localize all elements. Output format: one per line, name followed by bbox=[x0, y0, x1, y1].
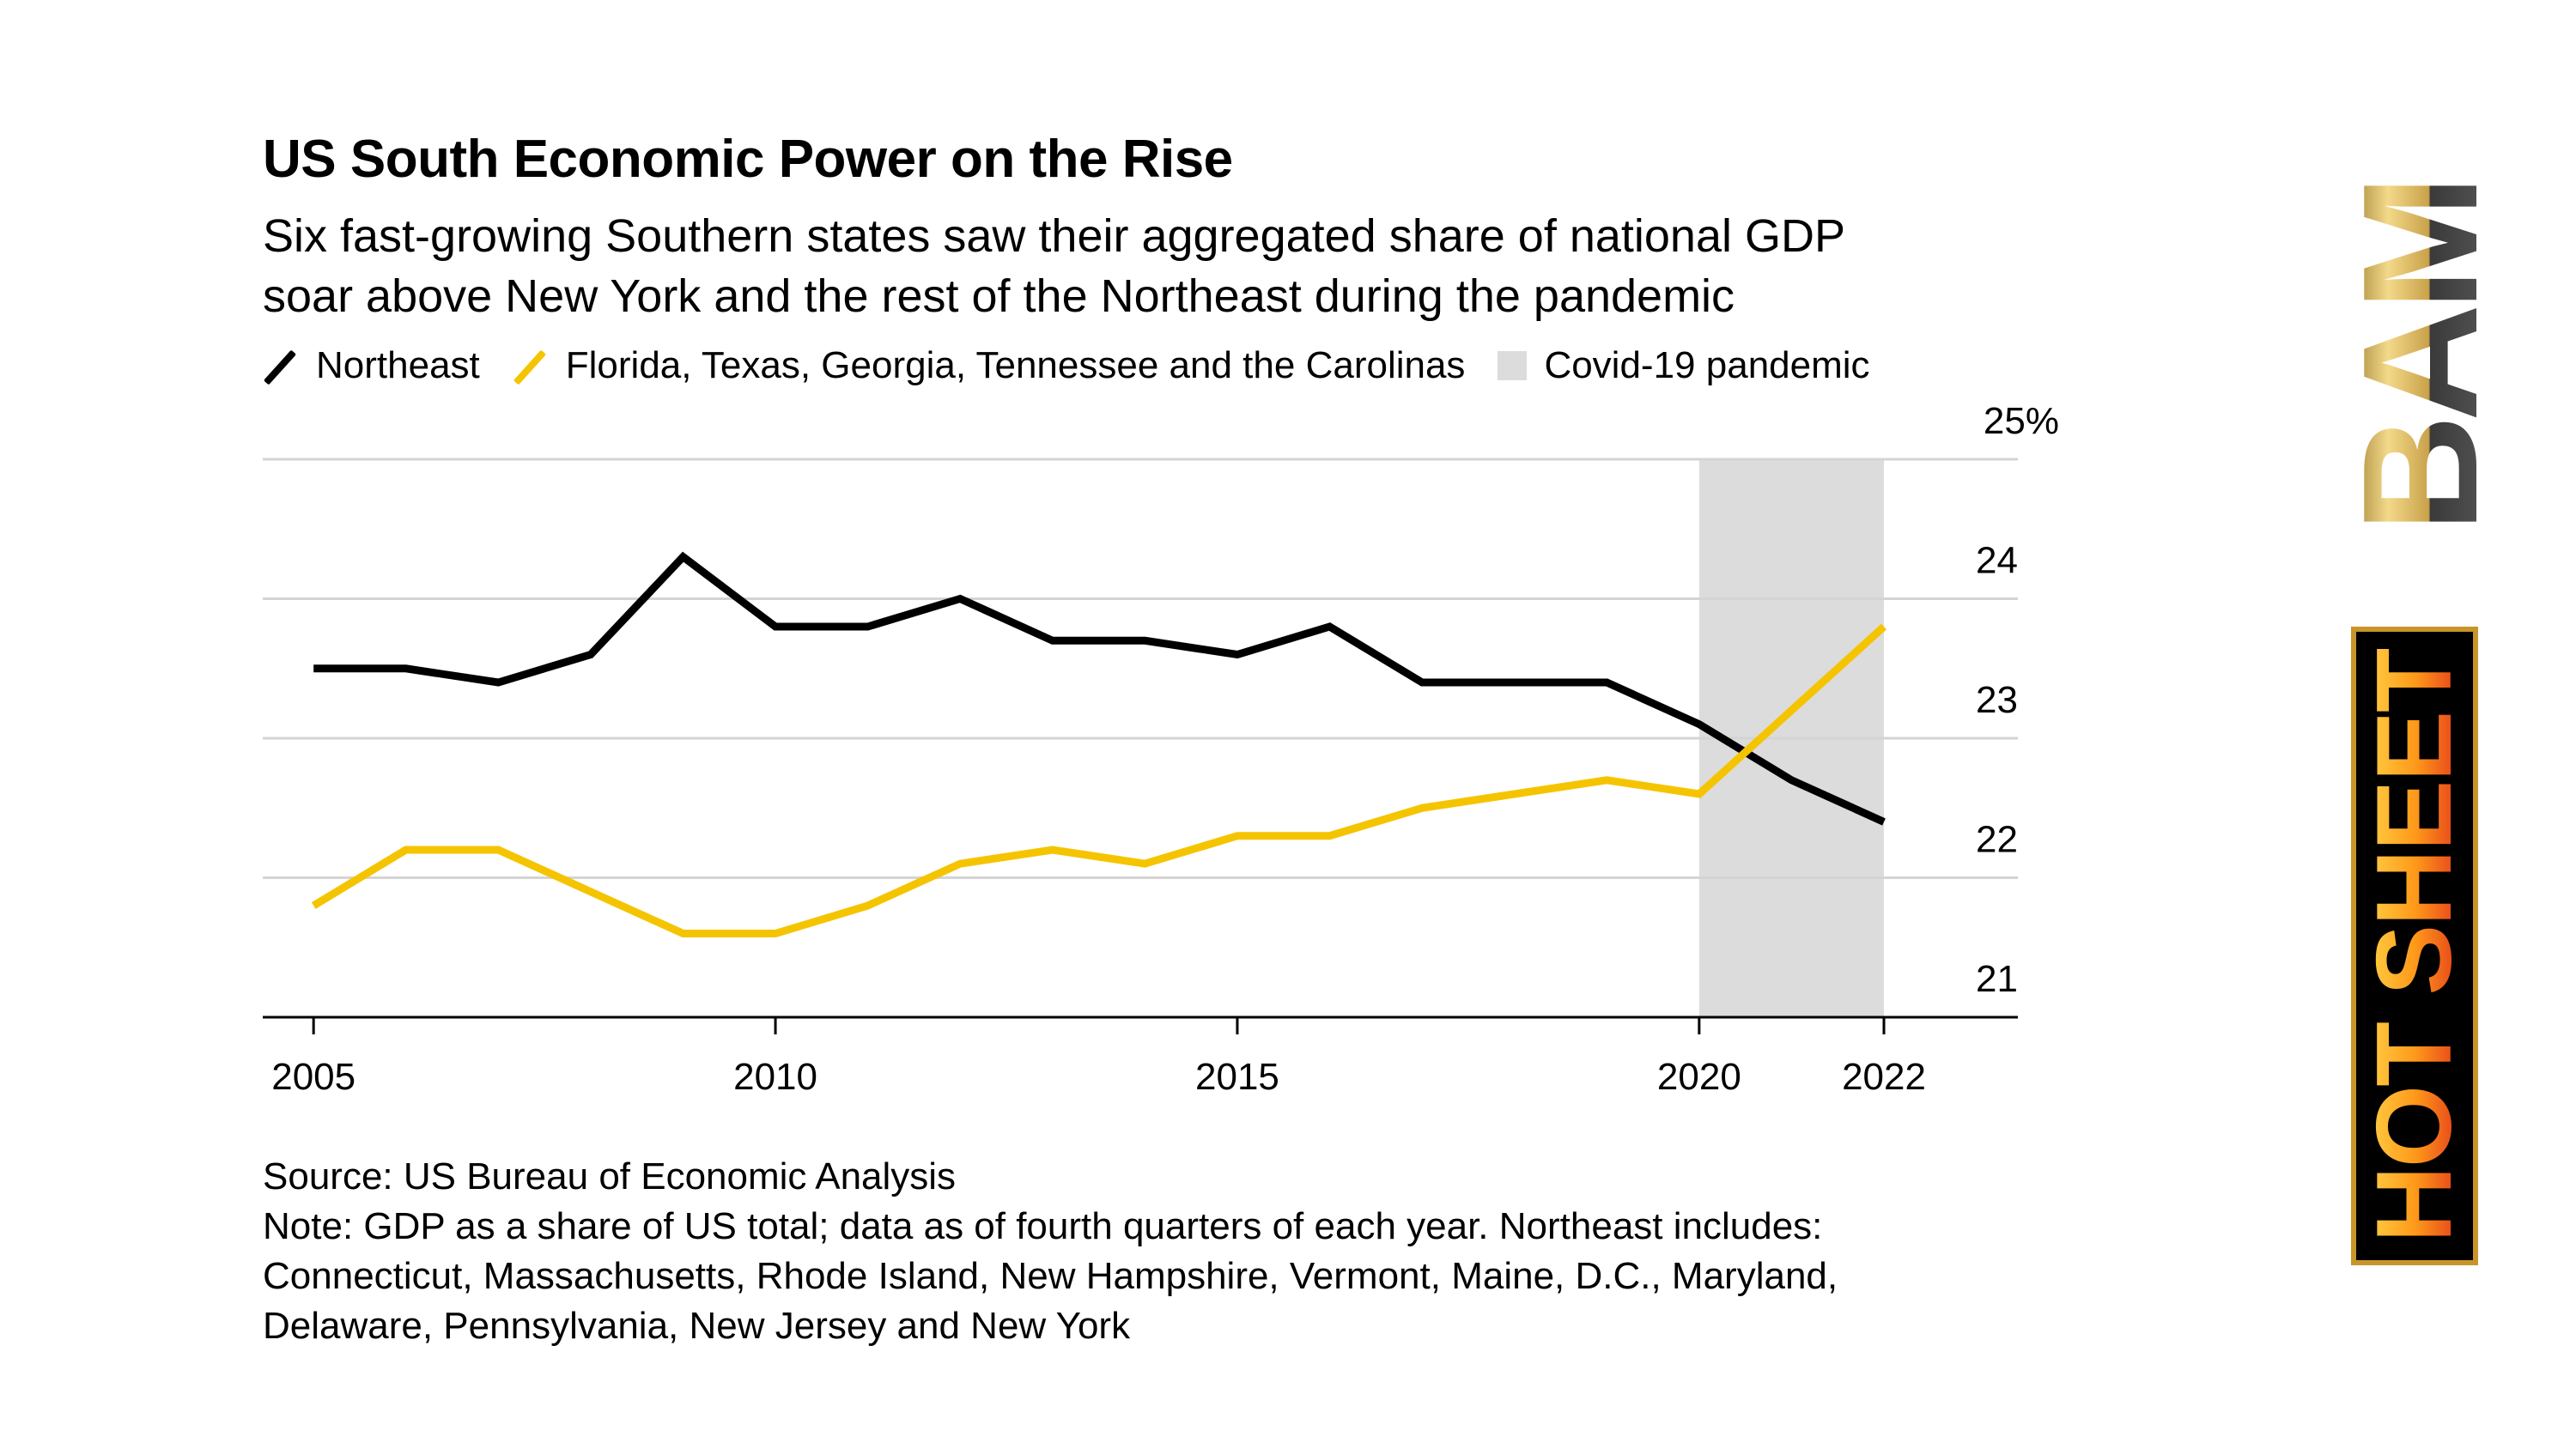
legend-label-pandemic: Covid-19 pandemic bbox=[1544, 344, 1870, 386]
bam-logo: BAM bbox=[2330, 182, 2512, 533]
series-line-northeast bbox=[313, 551, 1886, 826]
x-tick-label-2005: 2005 bbox=[271, 1056, 355, 1098]
x-tick-label-2020: 2020 bbox=[1657, 1056, 1741, 1098]
source-note: Source: US Bureau of Economic Analysis bbox=[263, 1155, 957, 1197]
bam-logo-text: BAM bbox=[2330, 181, 2512, 533]
x-axis bbox=[263, 1016, 2018, 1034]
note-line: Connecticut, Massachusetts, Rhode Island… bbox=[263, 1255, 1838, 1297]
chart-legend: Northeast Florida, Texas, Georgia, Tenne… bbox=[263, 340, 1903, 391]
y-tick-label-22: 22 bbox=[1976, 819, 2018, 861]
series-line-south bbox=[311, 623, 1887, 937]
hot-sheet-logo: HOT SHEET bbox=[2351, 627, 2478, 1265]
tick-labels: 2005 2010 2015 2020 2022 21 22 23 24 25% bbox=[271, 400, 2059, 1098]
legend-swatch-pandemic bbox=[1498, 351, 1528, 380]
subtitle-line: soar above New York and the rest of the … bbox=[263, 270, 1735, 322]
x-tick-label-2015: 2015 bbox=[1195, 1056, 1279, 1098]
chart-subtitle: Six fast-growing Southern states saw the… bbox=[263, 206, 2066, 326]
x-tick-label-2022: 2022 bbox=[1842, 1056, 1926, 1098]
y-tick-label-23: 23 bbox=[1976, 679, 2018, 721]
legend-item-south: Florida, Texas, Georgia, Tennessee and t… bbox=[513, 344, 1466, 387]
hot-sheet-logo-text: HOT SHEET bbox=[2355, 649, 2474, 1243]
legend-label-northeast: Northeast bbox=[316, 344, 480, 386]
x-tick-label-2010: 2010 bbox=[733, 1056, 817, 1098]
y-tick-label-21: 21 bbox=[1976, 958, 2018, 1000]
chart-footnotes: Source: US Bureau of Economic Analysis N… bbox=[263, 1152, 2066, 1351]
chart-title: US South Economic Power on the Rise bbox=[263, 130, 1233, 189]
legend-item-northeast: Northeast bbox=[263, 344, 480, 387]
subtitle-line: Six fast-growing Southern states saw the… bbox=[263, 210, 1846, 262]
y-tick-label-25: 25% bbox=[1984, 400, 2059, 442]
legend-label-south: Florida, Texas, Georgia, Tennessee and t… bbox=[565, 344, 1466, 386]
y-tick-label-24: 24 bbox=[1976, 540, 2018, 582]
note-line: Delaware, Pennsylvania, New Jersey and N… bbox=[263, 1305, 1131, 1347]
series-lines bbox=[311, 551, 1887, 937]
legend-item-pandemic: Covid-19 pandemic bbox=[1498, 344, 1870, 387]
note-line: Note: GDP as a share of US total; data a… bbox=[263, 1205, 1823, 1247]
